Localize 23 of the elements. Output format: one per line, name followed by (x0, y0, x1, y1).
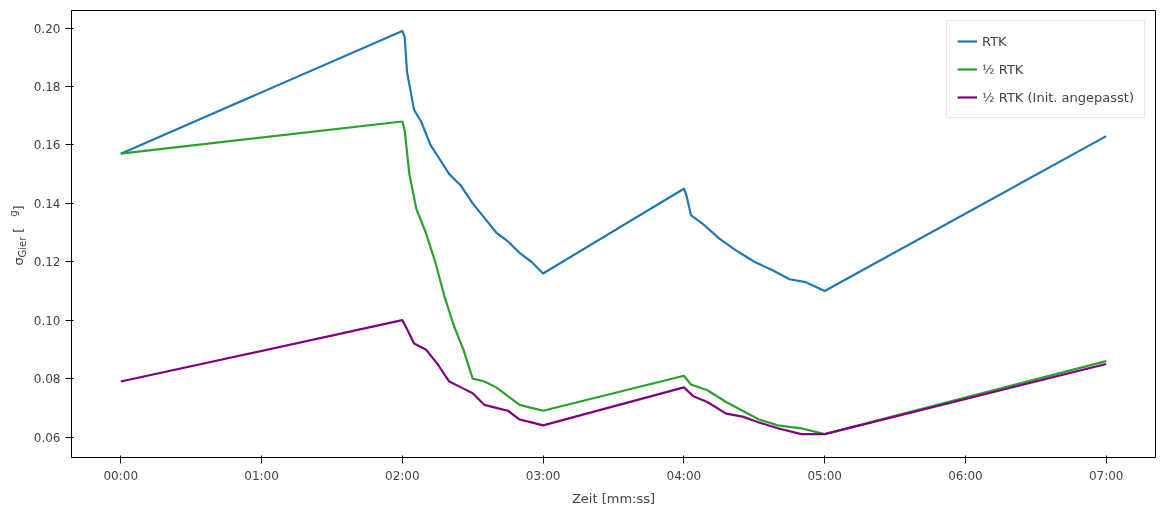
y-tick-label: 0.08 (33, 372, 61, 387)
x-tick-label: 06:00 (948, 468, 983, 483)
x-tick-label: 05:00 (807, 468, 842, 483)
y-tick-label: 0.12 (33, 255, 61, 270)
y-tick-label: 0.18 (33, 79, 61, 94)
y-tick-label: 0.10 (33, 313, 61, 328)
line-series (119, 319, 1108, 436)
y-tick-label: 0.06 (33, 430, 61, 445)
x-tick-label: 04:00 (666, 468, 702, 483)
legend-label: ½ RTK (982, 61, 1024, 77)
x-tick-label: 03:00 (525, 468, 561, 483)
y-tick-label: 0.20 (33, 21, 61, 36)
legend-label: ½ RTK (Init. angepasst) (982, 89, 1134, 105)
x-tick-label: 07:00 (1088, 468, 1124, 483)
x-tick-label: 01:00 (244, 468, 279, 483)
y-tick-label: 0.14 (33, 196, 61, 211)
line-series (119, 120, 1108, 436)
legend-label: RTK (982, 33, 1007, 49)
x-tick-label: 02:00 (385, 468, 420, 483)
x-tick-label: 00:00 (103, 468, 139, 483)
y-tick-label: 0.16 (33, 138, 61, 153)
y-axis-title: σGier [g] (8, 205, 28, 266)
x-axis-title: Zeit [mm:ss] (571, 490, 656, 506)
